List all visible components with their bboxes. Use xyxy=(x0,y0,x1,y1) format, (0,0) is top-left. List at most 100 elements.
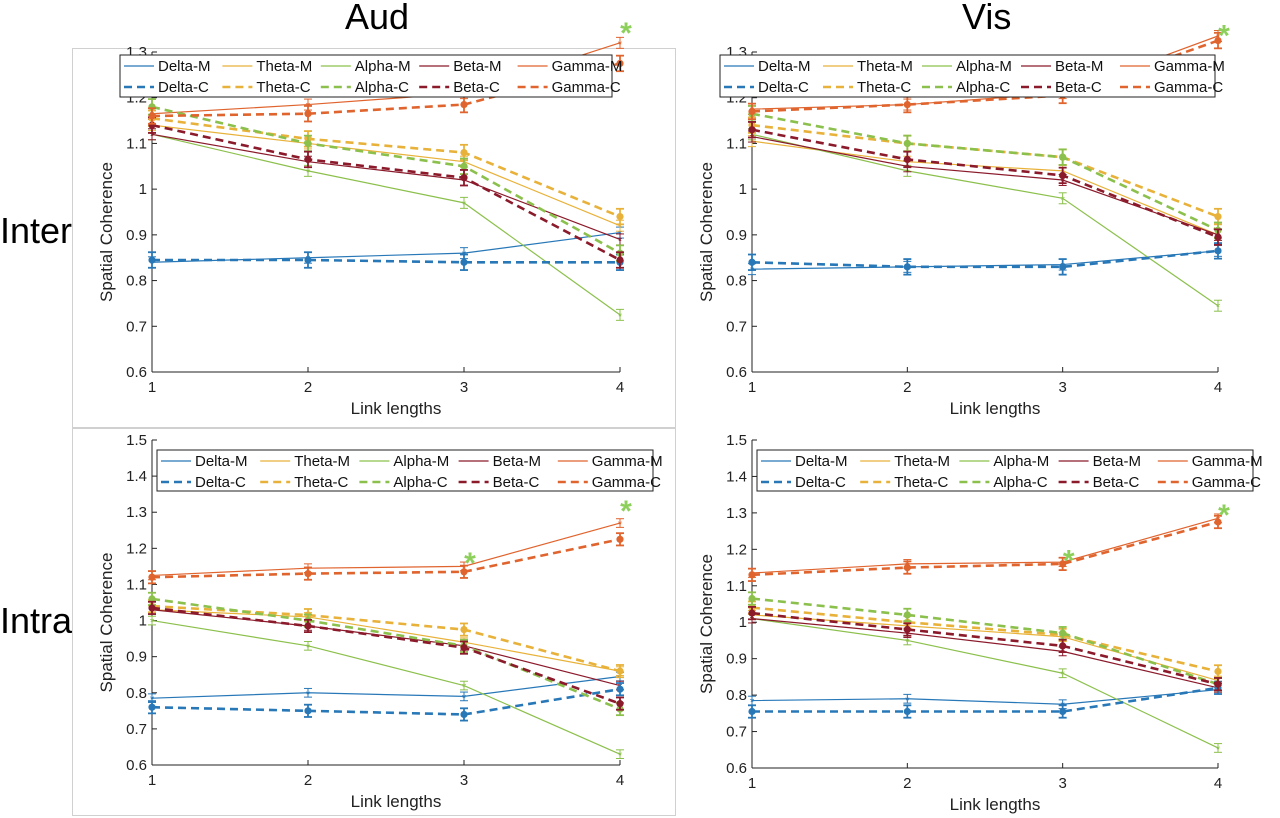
data-point-alpha-c xyxy=(148,595,156,603)
series-line-beta-c xyxy=(751,128,1219,239)
data-point-theta-c xyxy=(616,212,624,221)
data-point-gamma-c xyxy=(460,100,468,109)
y-tick-label: 1.1 xyxy=(126,576,147,593)
x-tick-label: 3 xyxy=(1058,379,1066,396)
legend-label-gamma-m: Gamma-M xyxy=(552,58,623,75)
legend-label-theta-c: Theta-C xyxy=(894,474,948,491)
row-title-inter: Inter xyxy=(0,210,73,251)
data-point-beta-m: * xyxy=(150,130,155,142)
legend-label-delta-c: Delta-C xyxy=(758,79,809,96)
y-tick-label: 1.3 xyxy=(726,505,747,522)
legend-box xyxy=(719,54,1216,98)
y-tick-label: 0.6 xyxy=(726,364,747,381)
data-point-gamma-c xyxy=(304,110,312,118)
data-point-beta-c xyxy=(616,256,624,264)
x-tick-label: 3 xyxy=(460,379,468,396)
y-tick-label: 0.8 xyxy=(726,273,747,290)
column-title-aud: Aud xyxy=(345,0,410,37)
y-tick-label: 1.1 xyxy=(726,578,747,595)
data-point-delta-c xyxy=(148,703,156,711)
y-tick-label: 1.5 xyxy=(726,432,747,449)
data-point-theta-m: * xyxy=(618,222,623,234)
panel-frame-aud-inter xyxy=(72,48,676,428)
data-point-alpha-m: * xyxy=(1061,194,1066,206)
legend-label-theta-c: Theta-C xyxy=(256,79,310,96)
series-line-theta-c xyxy=(751,123,1219,218)
data-point-delta-m: * xyxy=(750,697,755,709)
y-tick-label: 1.4 xyxy=(126,468,147,485)
data-point-delta-c xyxy=(460,710,468,719)
data-point-alpha-m: * xyxy=(306,167,311,179)
data-point-theta-m: * xyxy=(750,137,755,149)
data-point-beta-c xyxy=(304,622,312,630)
legend-label-theta-m: Theta-M xyxy=(857,58,913,75)
legend-box xyxy=(756,449,1254,492)
data-point-alpha-m: * xyxy=(905,167,910,179)
chart-panel-aud-intra: 0.6 0.7 0.8 0.9 1 1.1 1.2 1.3 1.4 1.5 1 2 3 4 Link len… xyxy=(97,432,663,811)
series-line-gamma-c xyxy=(751,520,1219,577)
data-point-beta-c xyxy=(748,609,756,617)
series-line-beta-c xyxy=(751,611,1219,686)
data-point-delta-m: * xyxy=(618,673,623,685)
legend-label-delta-m: Delta-M xyxy=(758,58,811,75)
legend-label-gamma-c: Gamma-C xyxy=(1192,474,1261,491)
y-tick-label: 1.2 xyxy=(726,541,747,558)
data-point-beta-c xyxy=(748,126,756,134)
y-tick-label: 1 xyxy=(139,613,147,630)
data-point-gamma-c xyxy=(903,100,911,109)
data-point-alpha-c xyxy=(1059,629,1067,637)
data-point-beta-m: * xyxy=(905,162,910,174)
series-line-gamma-m xyxy=(151,522,621,577)
series-line-alpha-m xyxy=(151,133,621,316)
data-point-delta-c xyxy=(616,685,624,693)
significance-star: * xyxy=(620,495,632,528)
legend: Delta-M Theta-M Alpha-M Beta-M Gamma-M Delta-… xyxy=(156,449,663,492)
y-tick-label: 1.3 xyxy=(126,504,147,521)
data-point-theta-c xyxy=(1214,212,1222,221)
x-tick-label: 1 xyxy=(148,379,156,396)
x-axis-label: Link lengths xyxy=(950,795,1041,814)
data-point-theta-c xyxy=(616,667,624,675)
legend-label-gamma-c: Gamma-C xyxy=(552,79,621,96)
data-point-gamma-c xyxy=(148,112,156,120)
x-axis-label: Link lengths xyxy=(351,399,442,418)
data-point-delta-c xyxy=(1059,263,1067,271)
series-line-delta-m xyxy=(751,250,1219,270)
y-tick-label: 0.7 xyxy=(126,721,147,738)
y-tick-label: 0.9 xyxy=(726,651,747,668)
significance-star: * xyxy=(1218,19,1230,52)
legend-label-alpha-m: Alpha-M xyxy=(956,58,1012,75)
series-line-theta-m xyxy=(751,140,1219,236)
series-line-gamma-m xyxy=(751,517,1219,574)
series-line-alpha-m xyxy=(151,619,621,755)
significance-star: * xyxy=(464,547,476,580)
y-tick-label: 0.6 xyxy=(726,760,747,777)
x-tick-label: 1 xyxy=(748,379,756,396)
data-point-beta-c xyxy=(1214,233,1222,241)
y-tick-label: 0.8 xyxy=(126,273,147,290)
data-point-alpha-c xyxy=(903,139,911,148)
data-point-delta-c xyxy=(460,258,468,266)
data-point-alpha-c xyxy=(304,139,312,148)
legend-label-alpha-c: Alpha-C xyxy=(993,474,1047,491)
x-tick-label: 2 xyxy=(304,772,312,789)
series-line-theta-m xyxy=(151,609,621,672)
data-point-beta-m: * xyxy=(750,615,755,627)
data-point-delta-m: * xyxy=(905,695,910,707)
legend-label-gamma-c: Gamma-C xyxy=(1154,79,1223,96)
data-point-gamma-c xyxy=(304,570,312,578)
data-point-alpha-m: * xyxy=(618,311,623,323)
data-point-beta-c xyxy=(903,155,911,164)
legend-label-gamma-m: Gamma-M xyxy=(1154,58,1225,75)
legend-label-delta-c: Delta-C xyxy=(195,474,246,491)
series-line-beta-c xyxy=(151,606,621,705)
legend-label-theta-m: Theta-M xyxy=(894,453,950,470)
data-point-alpha-m: * xyxy=(306,642,311,654)
data-point-gamma-c xyxy=(616,535,624,543)
legend-label-beta-m: Beta-M xyxy=(1055,58,1103,75)
legend-label-beta-c: Beta-C xyxy=(453,79,500,96)
y-tick-label: 0.6 xyxy=(126,757,147,774)
y-tick-label: 0.9 xyxy=(726,227,747,244)
x-tick-label: 1 xyxy=(148,772,156,789)
